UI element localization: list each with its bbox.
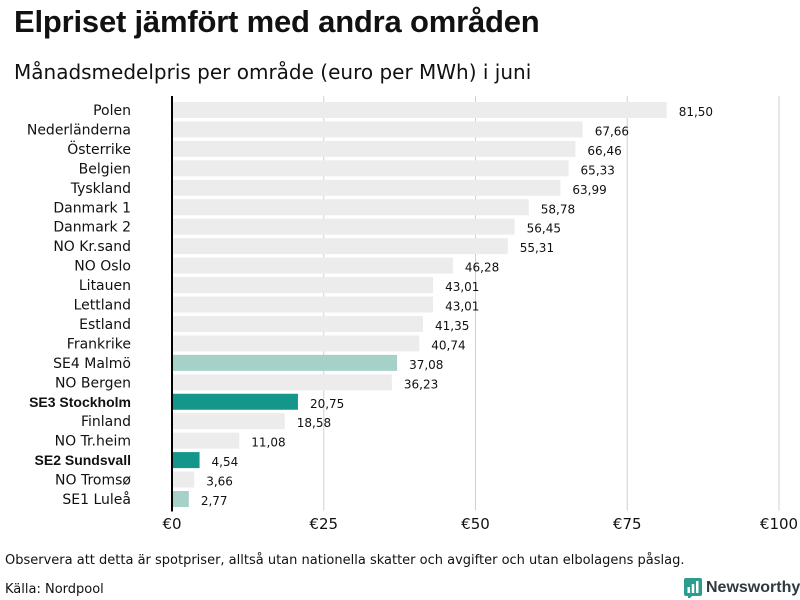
category-label: SE1 Luleå xyxy=(62,491,131,508)
data-label: 56,45 xyxy=(527,222,561,236)
category-label: Polen xyxy=(93,103,131,119)
data-label: 66,46 xyxy=(587,144,621,158)
x-tick-label: €75 xyxy=(613,515,642,533)
source-label: Källa: Nordpool xyxy=(5,582,104,597)
category-label: NO Tromsø xyxy=(55,473,131,489)
bar xyxy=(172,413,285,430)
category-label: NO Tr.heim xyxy=(55,434,131,450)
bar xyxy=(172,199,529,216)
category-label: Österrike xyxy=(67,140,131,158)
data-label: 58,78 xyxy=(541,202,575,216)
bar xyxy=(172,257,453,274)
x-tick-label: €100 xyxy=(760,515,798,533)
data-label: 67,66 xyxy=(595,124,629,138)
category-label: Nederländerna xyxy=(27,122,131,138)
brand: Newsworthy xyxy=(684,578,800,598)
category-label: NO Oslo xyxy=(74,259,131,275)
bar xyxy=(172,315,423,332)
category-label: Finland xyxy=(81,414,131,430)
data-label: 3,66 xyxy=(206,475,233,489)
bar xyxy=(172,238,508,255)
bar xyxy=(172,452,200,469)
category-label: Frankrike xyxy=(67,336,131,352)
data-label: 81,50 xyxy=(679,105,713,119)
category-label: Belgien xyxy=(79,161,131,177)
footnote: Observera att detta är spotpriser, allts… xyxy=(5,553,685,568)
bar-chart: Polen 81,50 Nederländerna 67,66 Österrike 66,… xyxy=(27,96,798,533)
x-tick-label: €0 xyxy=(162,515,181,533)
bar xyxy=(172,393,298,410)
data-label: 37,08 xyxy=(409,358,443,372)
data-label: 65,33 xyxy=(581,163,615,177)
bar xyxy=(172,471,195,488)
category-label: Danmark 1 xyxy=(53,200,131,216)
chart-title: Elpriset jämfört med andra områden xyxy=(14,4,540,39)
x-tick-label: €50 xyxy=(461,515,490,533)
data-label: 43,01 xyxy=(445,280,479,294)
data-label: 4,54 xyxy=(212,455,239,469)
newsworthy-logo-icon xyxy=(684,578,702,598)
bar xyxy=(172,335,420,352)
data-label: 43,01 xyxy=(445,300,479,314)
brand-name: Newsworthy xyxy=(706,579,800,596)
bar xyxy=(172,160,569,177)
category-label: NO Bergen xyxy=(55,375,131,391)
data-label: 55,31 xyxy=(520,241,554,255)
category-label: Estland xyxy=(79,317,131,333)
data-label: 46,28 xyxy=(465,261,499,275)
data-label: 11,08 xyxy=(251,436,285,450)
category-label: SE2 Sundsvall xyxy=(35,452,131,468)
bar xyxy=(172,102,667,118)
x-tick-label: €25 xyxy=(309,515,338,533)
bar xyxy=(172,374,392,391)
category-label: Danmark 2 xyxy=(53,220,131,236)
category-label: SE4 Malmö xyxy=(53,356,131,372)
data-label: 41,35 xyxy=(435,319,469,333)
bar xyxy=(172,121,583,138)
category-label: Litauen xyxy=(79,278,131,294)
category-label: Lettland xyxy=(74,298,131,314)
category-label: SE3 Stockholm xyxy=(29,394,131,410)
bar xyxy=(172,140,576,157)
category-label: NO Kr.sand xyxy=(53,239,131,255)
bar xyxy=(172,179,561,196)
bar xyxy=(172,432,240,449)
data-label: 40,74 xyxy=(431,338,465,352)
bar xyxy=(172,277,434,294)
chart-subtitle: Månadsmedelpris per område (euro per MWh… xyxy=(14,60,532,84)
data-label: 2,77 xyxy=(201,494,228,508)
bar xyxy=(172,296,434,313)
data-label: 36,23 xyxy=(404,377,438,391)
bar xyxy=(172,491,189,507)
data-label: 18,58 xyxy=(297,416,331,430)
bar xyxy=(172,354,398,371)
data-label: 63,99 xyxy=(572,183,606,197)
category-label: Tyskland xyxy=(70,181,131,197)
bar xyxy=(172,218,515,235)
data-label: 20,75 xyxy=(310,397,344,411)
